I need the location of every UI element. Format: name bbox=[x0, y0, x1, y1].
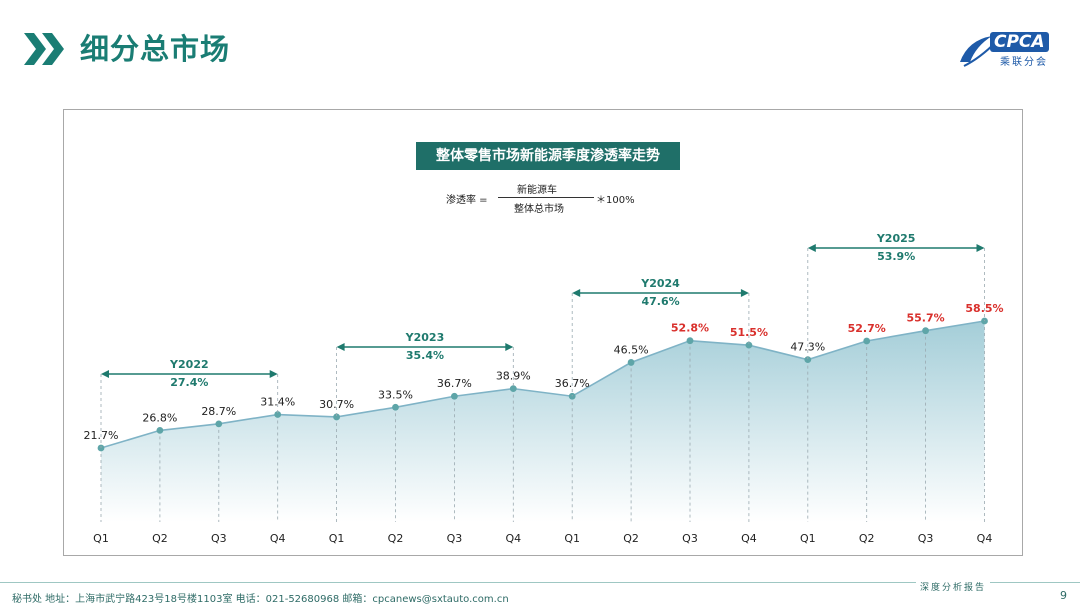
formula-denominator: 整体总市场 bbox=[514, 204, 564, 215]
value-label: 51.5% bbox=[730, 326, 768, 339]
formula-rhs: ＊100% bbox=[596, 195, 635, 206]
arrow-left-icon bbox=[101, 370, 109, 378]
double-chevron-right-icon bbox=[24, 33, 64, 65]
arrow-left-icon bbox=[807, 244, 816, 252]
footer-divider bbox=[0, 582, 1080, 583]
data-point bbox=[863, 337, 871, 345]
value-label: 26.8% bbox=[142, 411, 177, 424]
cpca-logo: CPCA 乘联分会 bbox=[958, 30, 1058, 70]
data-point bbox=[686, 337, 694, 345]
year-group-value: 53.9% bbox=[877, 250, 915, 263]
arrow-right-icon bbox=[269, 370, 278, 378]
chart-title: 整体零售市场新能源季度渗透率走势 bbox=[416, 142, 680, 170]
data-point bbox=[804, 356, 812, 364]
value-label: 58.5% bbox=[965, 302, 1003, 315]
value-label: 55.7% bbox=[907, 312, 945, 325]
x-tick-label: Q3 bbox=[447, 532, 463, 545]
arrow-right-icon bbox=[740, 289, 749, 297]
x-tick-label: Q4 bbox=[977, 532, 993, 545]
data-point bbox=[627, 359, 635, 366]
value-label: 47.3% bbox=[790, 341, 825, 354]
value-label: 36.7% bbox=[555, 377, 590, 390]
year-group-value: 27.4% bbox=[170, 376, 208, 389]
year-group-label: Y2025 bbox=[876, 232, 916, 245]
logo-subtext: 乘联分会 bbox=[1000, 57, 1048, 68]
year-group-label: Y2023 bbox=[405, 331, 445, 344]
value-label: 46.5% bbox=[614, 343, 649, 356]
page-number: 9 bbox=[1060, 589, 1067, 602]
x-tick-label: Q3 bbox=[682, 532, 698, 545]
x-tick-label: Q4 bbox=[505, 532, 521, 545]
arrow-right-icon bbox=[505, 343, 514, 351]
arrow-left-icon bbox=[572, 289, 581, 297]
x-tick-label: Q2 bbox=[623, 532, 639, 545]
value-label: 52.8% bbox=[671, 322, 709, 335]
value-label: 38.9% bbox=[496, 370, 531, 383]
footer-tag: 深度分析报告 bbox=[916, 580, 991, 593]
x-tick-label: Q4 bbox=[741, 532, 757, 545]
year-group-value: 47.6% bbox=[641, 295, 679, 308]
x-tick-label: Q4 bbox=[270, 532, 286, 545]
x-tick-label: Q2 bbox=[152, 532, 168, 545]
formula-lhs: 渗透率 = bbox=[446, 195, 488, 206]
value-label: 21.7% bbox=[84, 429, 119, 442]
logo-text: CPCA bbox=[990, 32, 1049, 52]
value-label: 52.7% bbox=[848, 322, 886, 335]
formula-numerator: 新能源车 bbox=[517, 185, 557, 196]
year-group-value: 35.4% bbox=[406, 349, 444, 362]
data-point bbox=[509, 385, 517, 393]
value-label: 30.7% bbox=[319, 398, 354, 411]
x-tick-label: Q2 bbox=[859, 532, 875, 545]
penetration-line bbox=[100, 320, 985, 449]
data-point bbox=[922, 327, 929, 335]
year-group-label: Y2022 bbox=[169, 358, 209, 371]
footer-contact: 秘书处 地址：上海市武宁路423号18号楼1103室 电话：021-526809… bbox=[12, 594, 509, 605]
data-point bbox=[156, 426, 164, 434]
penetration-area bbox=[101, 321, 985, 522]
year-group-label: Y2024 bbox=[640, 277, 680, 290]
x-tick-label: Q1 bbox=[329, 532, 345, 545]
page-title: 细分总市场 bbox=[80, 32, 231, 66]
arrow-left-icon bbox=[336, 343, 345, 351]
arrow-right-icon bbox=[976, 244, 985, 252]
data-point bbox=[274, 411, 282, 418]
value-label: 33.5% bbox=[378, 388, 413, 401]
x-tick-label: Q3 bbox=[211, 532, 227, 545]
value-label: 36.7% bbox=[437, 377, 472, 390]
data-point bbox=[745, 341, 753, 349]
x-tick-label: Q3 bbox=[918, 532, 934, 545]
data-point bbox=[392, 403, 399, 411]
formula-fraction-bar bbox=[498, 197, 594, 198]
data-point bbox=[333, 413, 340, 421]
x-tick-label: Q1 bbox=[93, 532, 109, 545]
data-point bbox=[215, 420, 223, 428]
value-label: 28.7% bbox=[201, 405, 236, 418]
x-tick-label: Q2 bbox=[388, 532, 404, 545]
x-tick-label: Q1 bbox=[564, 532, 580, 545]
value-label: 31.4% bbox=[260, 396, 295, 409]
data-point bbox=[451, 392, 458, 400]
x-tick-label: Q1 bbox=[800, 532, 816, 545]
